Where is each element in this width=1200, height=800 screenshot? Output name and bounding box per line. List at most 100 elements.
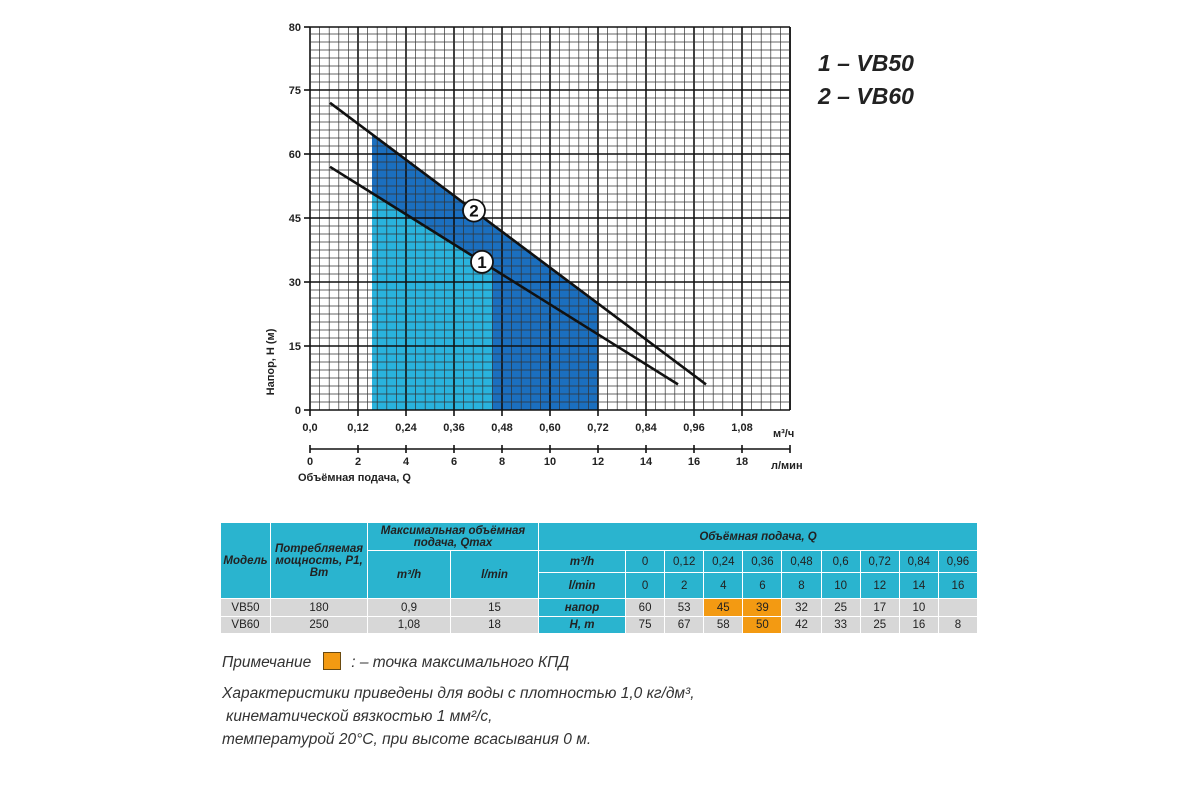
curve-1 bbox=[329, 165, 679, 386]
head-value-cell: 8 bbox=[937, 616, 979, 634]
qmax-lmin-cell: 18 bbox=[449, 616, 540, 634]
row-label-m3: m³/h bbox=[538, 550, 627, 573]
flow-m3-cell: 0,36 bbox=[742, 550, 783, 573]
note-label: Примечание bbox=[222, 654, 312, 671]
x2-tick-label: 18 bbox=[736, 456, 748, 468]
head-value-cell: 75 bbox=[625, 616, 666, 634]
x-tick-label: 0,96 bbox=[683, 422, 704, 434]
qmax-m3-cell: 1,08 bbox=[367, 616, 451, 634]
header-model: Модель bbox=[220, 522, 271, 599]
flow-lmin-cell: 0 bbox=[625, 572, 666, 599]
flow-lmin-cell: 2 bbox=[664, 572, 705, 599]
flow-m3-cell: 0 bbox=[625, 550, 666, 573]
power-cell: 250 bbox=[270, 616, 368, 634]
x-tick-label: 0,0 bbox=[302, 422, 317, 434]
head-value-cell: 10 bbox=[898, 598, 939, 617]
y-tick-label: 75 bbox=[289, 85, 301, 97]
spec-table: Модель Потребляемая мощность, P1, Вт Мак… bbox=[220, 522, 979, 634]
flow-lmin-cell: 6 bbox=[742, 572, 783, 599]
shaded-region-vb50 bbox=[372, 193, 492, 410]
y-axis-label: Напор, H (м) bbox=[265, 328, 277, 395]
header-qmax: Максимальная объёмная подача, Qmax bbox=[366, 522, 540, 551]
head-value-cell: 39 bbox=[742, 598, 783, 617]
head-value-cell: 17 bbox=[859, 598, 900, 617]
head-value-cell: 16 bbox=[898, 616, 939, 634]
x2-tick-label: 6 bbox=[451, 456, 457, 468]
note-text: : – точка максимального КПД bbox=[351, 654, 570, 671]
curve-label-circle-1 bbox=[470, 249, 494, 274]
head-value-cell: 33 bbox=[820, 616, 861, 634]
header-flow: Объёмная подача, Q bbox=[538, 522, 978, 551]
curve-label-2: 2 bbox=[469, 202, 478, 221]
flow-lmin-cell: 16 bbox=[937, 572, 979, 599]
x2-tick-label: 12 bbox=[592, 456, 604, 468]
y-tick-label: 45 bbox=[289, 213, 301, 225]
note-line-3: температурой 20°С, при высоте всасывания… bbox=[222, 731, 592, 748]
x2-tick-label: 2 bbox=[355, 456, 361, 468]
x-tick-label: 0,36 bbox=[443, 422, 464, 434]
x-tick-label: 0,12 bbox=[347, 422, 368, 434]
curve-label-circle-2 bbox=[462, 198, 486, 223]
x2-tick-label: 4 bbox=[403, 456, 410, 468]
head-label-2: H, m bbox=[538, 616, 627, 634]
x2-tick-label: 14 bbox=[640, 456, 653, 468]
x-axis-label: Объёмная подача, Q bbox=[298, 472, 411, 484]
x-unit-secondary: л/мин bbox=[771, 460, 803, 472]
flow-m3-cell: 0,48 bbox=[781, 550, 822, 573]
head-value-cell: 58 bbox=[703, 616, 744, 634]
x-tick-label: 1,08 bbox=[731, 422, 752, 434]
x-tick-label: 0,60 bbox=[539, 422, 560, 434]
curve-2 bbox=[329, 101, 707, 386]
y-tick-label: 80 bbox=[289, 22, 301, 34]
flow-lmin-cell: 4 bbox=[703, 572, 744, 599]
curve-label-1: 1 bbox=[477, 253, 486, 272]
y-tick-label: 60 bbox=[289, 149, 301, 161]
flow-m3-cell: 0,72 bbox=[859, 550, 900, 573]
head-value-cell bbox=[937, 598, 979, 617]
x-tick-label: 0,24 bbox=[395, 422, 417, 434]
x-unit-primary: м³/ч bbox=[773, 428, 794, 440]
flow-lmin-cell: 14 bbox=[898, 572, 939, 599]
head-value-cell: 42 bbox=[781, 616, 822, 634]
flow-lmin-cell: 8 bbox=[781, 572, 822, 599]
flow-m3-cell: 0,96 bbox=[937, 550, 979, 573]
power-cell: 180 bbox=[270, 598, 368, 617]
flow-m3-cell: 0,6 bbox=[820, 550, 861, 573]
head-value-cell: 45 bbox=[703, 598, 744, 617]
note-line-2: кинематической вязкостью 1 мм²/с, bbox=[226, 708, 493, 725]
model-cell: VB50 bbox=[220, 598, 271, 617]
note-row: Примечание : – точка максимального КПД bbox=[222, 652, 569, 672]
note-line-1: Характеристики приведены для воды с плот… bbox=[222, 685, 695, 702]
head-value-cell: 53 bbox=[664, 598, 705, 617]
highlight-swatch-icon bbox=[323, 652, 342, 670]
head-label-1: напор bbox=[538, 598, 627, 617]
y-tick-label: 15 bbox=[289, 341, 301, 353]
header-power: Потребляемая мощность, P1, Вт bbox=[270, 522, 368, 599]
head-value-cell: 32 bbox=[781, 598, 822, 617]
flow-m3-cell: 0,12 bbox=[664, 550, 705, 573]
qmax-lmin-cell: 15 bbox=[449, 598, 540, 617]
legend-item-2: 2 – VB60 bbox=[818, 83, 914, 109]
legend-item-1: 1 – VB50 bbox=[818, 50, 914, 76]
header-qmax-lmin: l/min bbox=[449, 550, 540, 599]
x-tick-label: 0,48 bbox=[491, 422, 512, 434]
head-value-cell: 67 bbox=[664, 616, 705, 634]
qmax-m3-cell: 0,9 bbox=[367, 598, 451, 617]
head-value-cell: 25 bbox=[820, 598, 861, 617]
head-value-cell: 50 bbox=[742, 616, 783, 634]
x2-tick-label: 16 bbox=[688, 456, 700, 468]
flow-lmin-cell: 12 bbox=[859, 572, 900, 599]
x2-tick-label: 8 bbox=[499, 456, 505, 468]
x2-tick-label: 10 bbox=[544, 456, 556, 468]
x-tick-label: 0,84 bbox=[635, 422, 657, 434]
flow-m3-cell: 0,24 bbox=[703, 550, 744, 573]
y-tick-label: 30 bbox=[289, 277, 301, 289]
x2-tick-label: 0 bbox=[307, 456, 313, 468]
head-value-cell: 25 bbox=[859, 616, 900, 634]
head-value-cell: 60 bbox=[625, 598, 666, 617]
x-tick-label: 0,72 bbox=[587, 422, 608, 434]
model-cell: VB60 bbox=[220, 616, 271, 634]
row-label-lmin: l/min bbox=[538, 572, 627, 599]
flow-m3-cell: 0,84 bbox=[898, 550, 939, 573]
